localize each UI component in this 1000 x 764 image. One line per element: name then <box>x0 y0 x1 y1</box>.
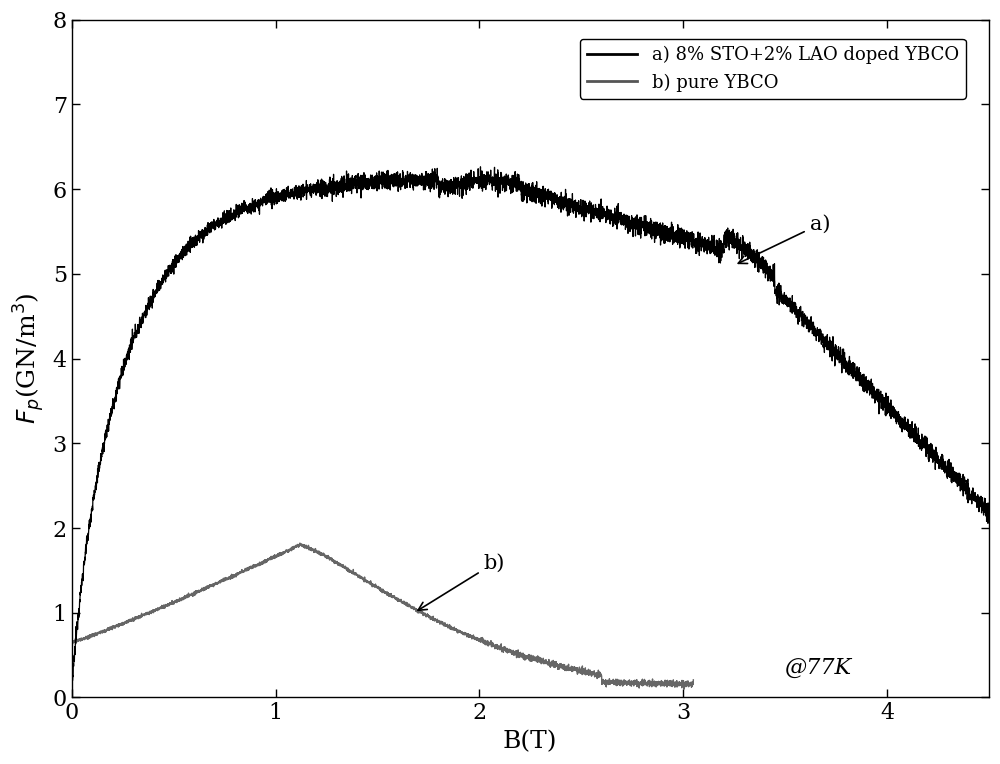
Text: @77K: @77K <box>785 657 852 678</box>
X-axis label: B(T): B(T) <box>503 730 558 753</box>
Y-axis label: $F_p$(GN/m$^3$): $F_p$(GN/m$^3$) <box>11 293 47 425</box>
Text: b): b) <box>418 554 505 610</box>
Text: a): a) <box>738 215 830 264</box>
Legend: a) 8% STO+2% LAO doped YBCO, b) pure YBCO: a) 8% STO+2% LAO doped YBCO, b) pure YBC… <box>580 39 966 99</box>
